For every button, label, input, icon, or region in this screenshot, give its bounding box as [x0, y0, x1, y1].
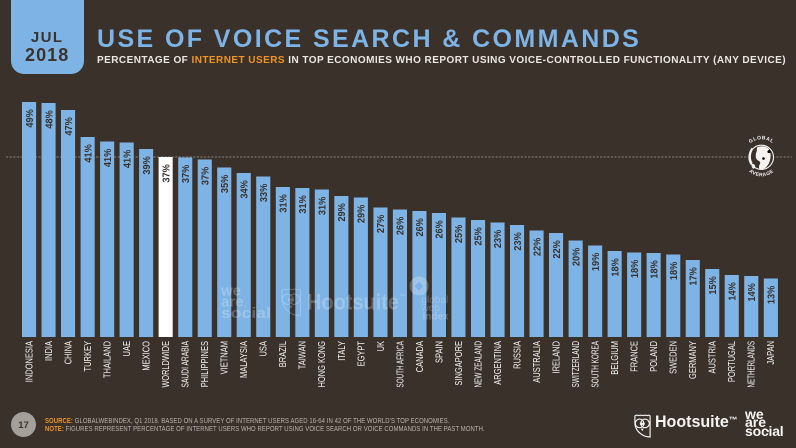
svg-text:ITALY: ITALY: [337, 341, 348, 361]
svg-text:31%: 31%: [298, 195, 309, 214]
svg-text:SINGAPORE: SINGAPORE: [454, 341, 465, 386]
svg-text:POLAND: POLAND: [649, 341, 660, 372]
svg-text:MEXICO: MEXICO: [142, 341, 153, 371]
svg-text:26%: 26%: [396, 216, 407, 235]
svg-text:JAPAN: JAPAN: [766, 341, 777, 365]
svg-text:18%: 18%: [630, 259, 641, 278]
svg-text:EGYPT: EGYPT: [356, 341, 367, 366]
svg-text:22%: 22%: [532, 237, 543, 256]
svg-text:UK: UK: [376, 341, 387, 352]
svg-text:17%: 17%: [688, 267, 699, 286]
svg-text:MALAYSIA: MALAYSIA: [239, 341, 250, 378]
svg-text:GERMANY: GERMANY: [688, 341, 699, 379]
svg-text:CANADA: CANADA: [415, 341, 426, 373]
svg-text:TAIWAN: TAIWAN: [298, 341, 309, 369]
svg-text:GLOBAL: GLOBAL: [748, 135, 775, 145]
svg-text:29%: 29%: [357, 204, 368, 223]
svg-text:26%: 26%: [435, 220, 446, 239]
svg-text:NETHERLANDS: NETHERLANDS: [747, 341, 758, 388]
svg-text:PHILIPPINES: PHILIPPINES: [200, 341, 211, 388]
svg-text:25%: 25%: [454, 224, 465, 243]
svg-text:47%: 47%: [64, 117, 75, 136]
svg-text:INDIA: INDIA: [44, 341, 55, 361]
svg-text:AVERAGE: AVERAGE: [748, 168, 776, 178]
svg-text:33%: 33%: [259, 183, 270, 202]
svg-text:49%: 49%: [25, 109, 36, 128]
svg-text:are.: are.: [221, 294, 247, 311]
svg-text:SWITZERLAND: SWITZERLAND: [571, 341, 582, 388]
svg-text:TURKEY: TURKEY: [83, 341, 94, 372]
svg-text:14%: 14%: [728, 282, 739, 301]
svg-text:NEW ZEALAND: NEW ZEALAND: [473, 341, 484, 388]
svg-text:IRELAND: IRELAND: [552, 341, 563, 374]
svg-text:Hootsuite: Hootsuite: [307, 290, 399, 315]
svg-text:27%: 27%: [376, 214, 387, 233]
svg-text:global: global: [422, 295, 449, 306]
svg-text:AUSTRIA: AUSTRIA: [708, 341, 719, 374]
svg-text:22%: 22%: [552, 240, 563, 259]
svg-text:SOUTH AFRICA: SOUTH AFRICA: [395, 341, 406, 388]
svg-text:18%: 18%: [610, 258, 621, 277]
svg-text:BELGIUM: BELGIUM: [610, 341, 621, 375]
svg-text:SOUTH KOREA: SOUTH KOREA: [591, 341, 602, 388]
svg-text:VIETNAM: VIETNAM: [220, 341, 231, 374]
svg-text:SAUDI ARABIA: SAUDI ARABIA: [181, 341, 192, 388]
svg-text:41%: 41%: [83, 144, 94, 163]
svg-text:31%: 31%: [318, 196, 329, 215]
svg-text:41%: 41%: [103, 148, 114, 167]
svg-text:31%: 31%: [279, 194, 290, 213]
svg-text:37%: 37%: [200, 166, 211, 185]
svg-text:41%: 41%: [122, 149, 133, 168]
svg-text:20%: 20%: [571, 247, 582, 266]
svg-text:15%: 15%: [708, 276, 719, 295]
svg-text:35%: 35%: [220, 174, 231, 193]
svg-text:SWEDEN: SWEDEN: [669, 341, 680, 374]
svg-text:34%: 34%: [240, 180, 251, 199]
svg-text:AUSTRALIA: AUSTRALIA: [532, 341, 543, 383]
svg-text:index: index: [423, 312, 450, 323]
svg-text:SPAIN: SPAIN: [434, 341, 445, 363]
svg-text:USA: USA: [259, 341, 270, 357]
svg-text:INDONESIA: INDONESIA: [25, 341, 36, 382]
svg-text:ARGENTINA: ARGENTINA: [493, 341, 504, 385]
svg-text:PORTUGAL: PORTUGAL: [727, 341, 738, 382]
svg-text:19%: 19%: [591, 252, 602, 271]
svg-text:UAE: UAE: [122, 341, 133, 357]
svg-text:25%: 25%: [474, 227, 485, 246]
svg-text:37%: 37%: [181, 164, 192, 183]
svg-text:THAILAND: THAILAND: [103, 341, 114, 378]
svg-text:CHINA: CHINA: [64, 341, 75, 365]
svg-text:HONG KONG: HONG KONG: [317, 341, 328, 388]
svg-text:18%: 18%: [649, 260, 660, 279]
svg-text:26%: 26%: [415, 218, 426, 237]
svg-text:14%: 14%: [747, 283, 758, 302]
svg-text:39%: 39%: [142, 156, 153, 175]
svg-text:48%: 48%: [44, 110, 55, 129]
svg-text:™: ™: [400, 294, 406, 301]
svg-text:18%: 18%: [669, 261, 680, 280]
svg-text:37%: 37%: [161, 164, 172, 183]
svg-text:WORLDWIDE: WORLDWIDE: [161, 341, 172, 388]
svg-text:FRANCE: FRANCE: [630, 341, 641, 372]
svg-text:23%: 23%: [493, 229, 504, 248]
svg-text:RUSSIA: RUSSIA: [512, 341, 523, 369]
svg-text:BRAZIL: BRAZIL: [278, 341, 289, 368]
svg-text:social: social: [221, 305, 271, 322]
svg-text:23%: 23%: [513, 232, 524, 251]
svg-text:we: we: [220, 283, 241, 300]
svg-text:web: web: [421, 303, 441, 314]
svg-text:29%: 29%: [337, 203, 348, 222]
svg-text:13%: 13%: [767, 285, 778, 304]
